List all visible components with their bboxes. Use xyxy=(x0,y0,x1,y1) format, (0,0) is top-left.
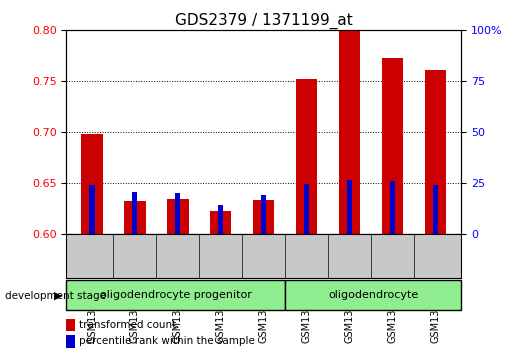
Bar xyxy=(296,79,317,234)
Bar xyxy=(81,134,103,234)
Text: oligodendrocyte progenitor: oligodendrocyte progenitor xyxy=(100,290,252,300)
Bar xyxy=(210,211,232,234)
Bar xyxy=(304,184,309,234)
Text: ▶: ▶ xyxy=(54,291,63,301)
Bar xyxy=(218,205,223,234)
Text: transformed count: transformed count xyxy=(79,320,176,330)
Bar xyxy=(285,280,461,310)
Bar xyxy=(425,70,446,234)
Bar xyxy=(124,201,146,234)
Bar xyxy=(167,199,189,234)
Text: percentile rank within the sample: percentile rank within the sample xyxy=(79,336,255,346)
Bar xyxy=(66,280,285,310)
Bar xyxy=(175,193,180,234)
Text: oligodendrocyte: oligodendrocyte xyxy=(328,290,418,300)
Bar xyxy=(66,319,75,331)
Text: development stage: development stage xyxy=(5,291,107,301)
Title: GDS2379 / 1371199_at: GDS2379 / 1371199_at xyxy=(175,12,352,29)
Bar xyxy=(339,30,360,234)
Bar xyxy=(390,181,395,234)
Bar xyxy=(382,58,403,234)
Bar xyxy=(66,335,75,348)
Bar xyxy=(347,180,352,234)
Bar xyxy=(433,185,438,234)
Bar xyxy=(132,192,137,234)
Bar xyxy=(253,200,275,234)
Bar xyxy=(261,195,266,234)
Bar xyxy=(90,185,94,234)
